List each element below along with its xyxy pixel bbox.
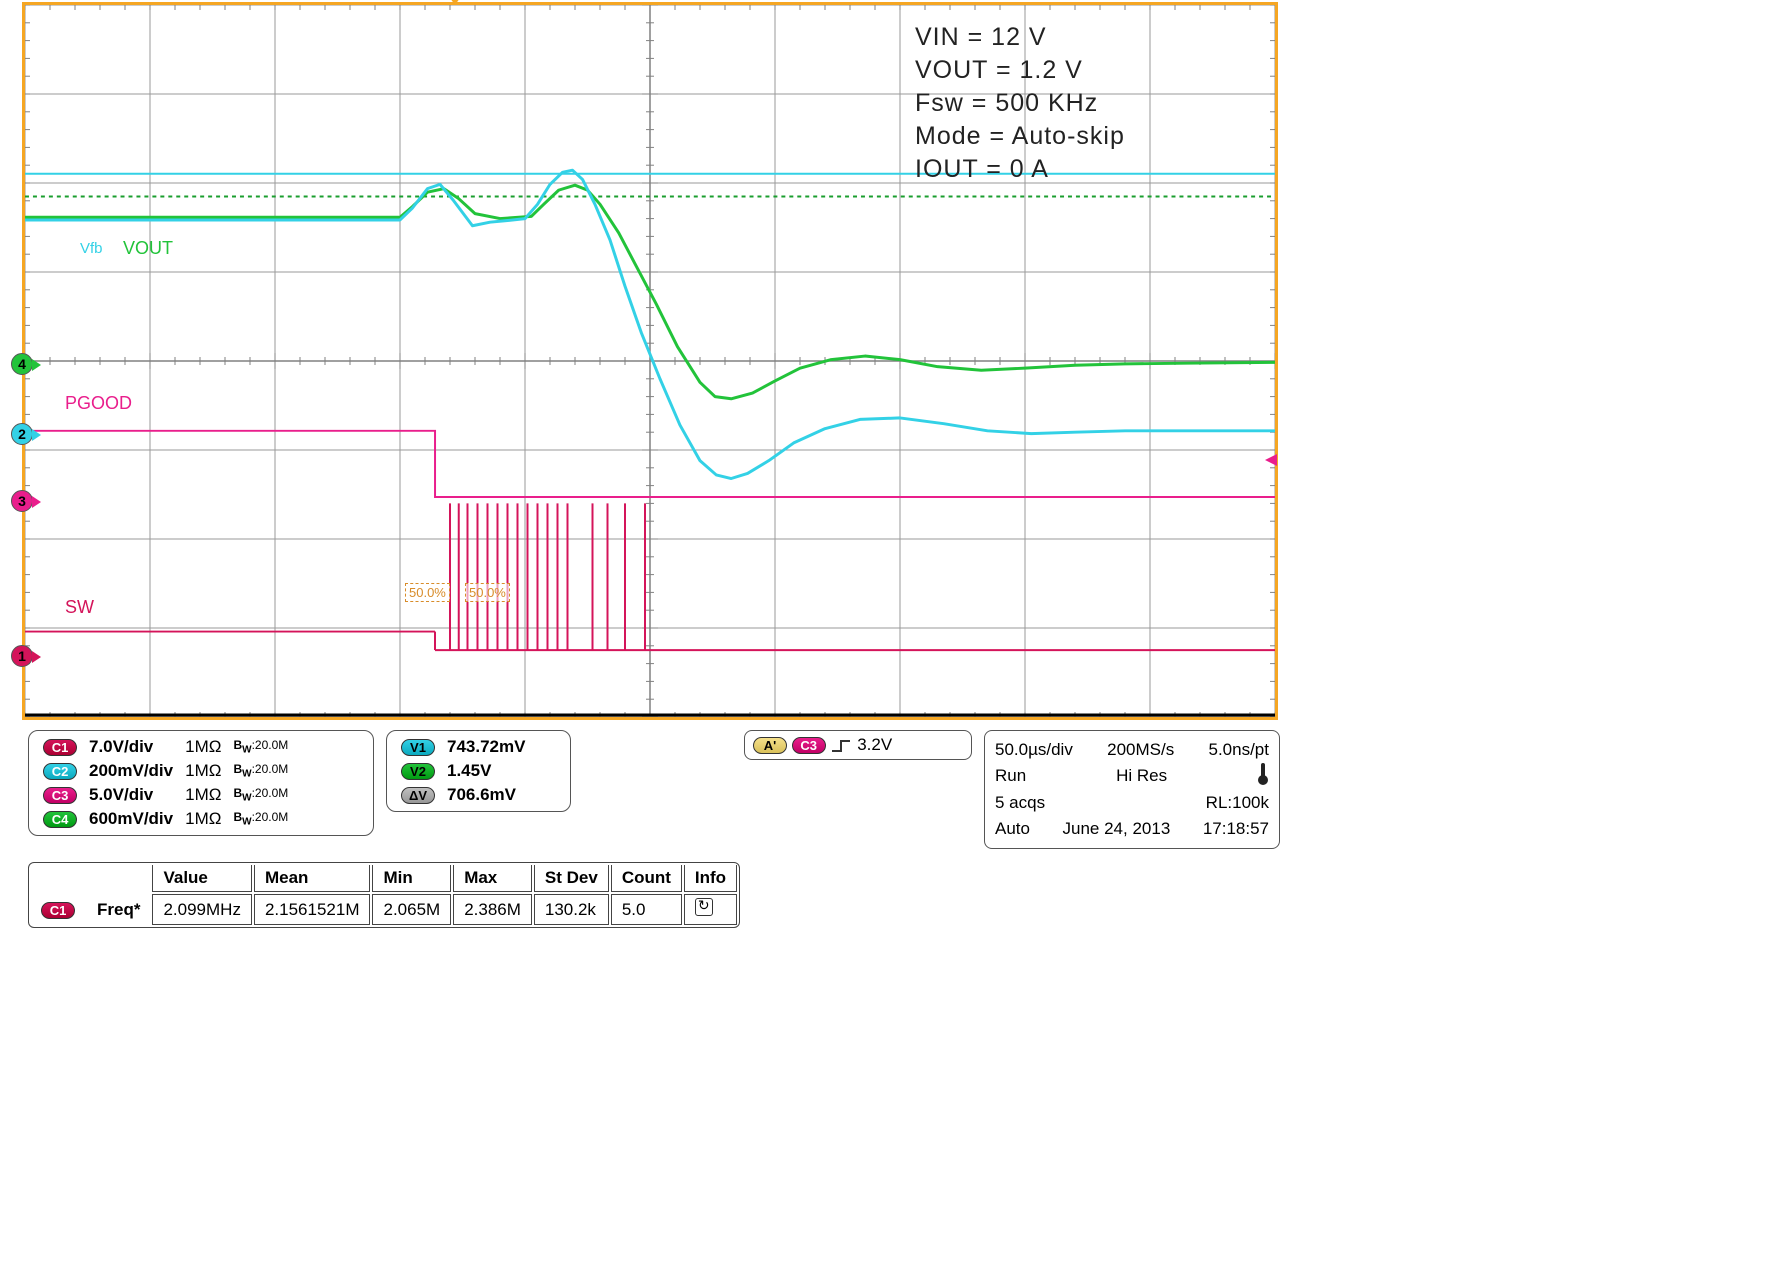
- vfb-trace-label: Vfb: [80, 240, 103, 257]
- channel-settings-table: C1 7.0V/div 1MΩ BW:20.0MC2 200mV/div 1MΩ…: [37, 735, 294, 831]
- channel-pill: C4: [43, 811, 77, 828]
- channel-scale: 5.0V/div: [83, 783, 179, 807]
- meas-header: St Dev: [534, 865, 609, 892]
- meas-header: Min: [372, 865, 451, 892]
- run-state-value: Run: [995, 763, 1026, 789]
- trigger-position-icon: [445, 0, 465, 5]
- trigger-mode-pill: A': [753, 737, 787, 754]
- acq-count-value: 5 acqs: [995, 790, 1045, 816]
- meas-info: [684, 894, 737, 925]
- channel-4-ground-marker: 4: [11, 353, 33, 375]
- meas-header: Max: [453, 865, 532, 892]
- meas-stdev: 130.2k: [534, 894, 609, 925]
- oscilloscope-display: VIN = 12 V VOUT = 1.2 V Fsw = 500 KHz Mode …: [22, 2, 1278, 720]
- channel-bandwidth: BW:20.0M: [227, 759, 294, 783]
- cursor-pill: V2: [401, 763, 435, 780]
- meas-max: 2.386M: [453, 894, 532, 925]
- meas-header: Value: [152, 865, 251, 892]
- meas-header: Count: [611, 865, 682, 892]
- cursor-row: V1 743.72mV: [395, 735, 531, 759]
- date-value: June 24, 2013: [1063, 816, 1171, 842]
- channel-scale: 600mV/div: [83, 807, 179, 831]
- channel-pill: C2: [43, 763, 77, 780]
- info-icon: [695, 898, 713, 916]
- meas-count: 5.0: [611, 894, 682, 925]
- cursor-pill: ΔV: [401, 787, 435, 804]
- cursor-a-label: 50.0%: [405, 583, 450, 602]
- vout-trace-label: VOUT: [123, 238, 173, 259]
- cursor-value: 743.72mV: [441, 735, 531, 759]
- cursor-pill: V1: [401, 739, 435, 756]
- channel-impedance: 1MΩ: [179, 783, 227, 807]
- meas-header: [31, 865, 85, 892]
- pgood-trace-label: PGOOD: [65, 393, 132, 414]
- measurement-panel: ValueMeanMinMaxSt DevCountInfoC1 Freq* 2…: [28, 862, 740, 928]
- acq-mode-value: Hi Res: [1116, 763, 1167, 789]
- channel-impedance: 1MΩ: [179, 759, 227, 783]
- channel-row: C1 7.0V/div 1MΩ BW:20.0M: [37, 735, 294, 759]
- channel-row: C3 5.0V/div 1MΩ BW:20.0M: [37, 783, 294, 807]
- channel-impedance: 1MΩ: [179, 807, 227, 831]
- annotation-line: Mode = Auto-skip: [915, 122, 1125, 151]
- channel-row: C2 200mV/div 1MΩ BW:20.0M: [37, 759, 294, 783]
- measurement-table: ValueMeanMinMaxSt DevCountInfoC1 Freq* 2…: [29, 863, 739, 927]
- meas-source-pill: C1: [41, 902, 75, 919]
- channel-row: C4 600mV/div 1MΩ BW:20.0M: [37, 807, 294, 831]
- channel-bandwidth: BW:20.0M: [227, 783, 294, 807]
- time-resolution-value: 5.0ns/pt: [1209, 737, 1270, 763]
- cursor-row: ΔV 706.6mV: [395, 783, 531, 807]
- annotation-line: IOUT = 0 A: [915, 155, 1049, 184]
- meas-min: 2.065M: [372, 894, 451, 925]
- channel-bandwidth: BW:20.0M: [227, 807, 294, 831]
- channel-1-ground-marker: 1: [11, 645, 33, 667]
- meas-header: Mean: [254, 865, 371, 892]
- cursor-b-label: 50.0%: [465, 583, 510, 602]
- acquisition-panel: 50.0µs/div 200MS/s 5.0ns/pt Run Hi Res 5…: [984, 730, 1280, 849]
- meas-name: Freq*: [87, 894, 150, 925]
- annotation-line: Fsw = 500 KHz: [915, 89, 1098, 118]
- channel-scale: 200mV/div: [83, 759, 179, 783]
- thermometer-icon: [1257, 763, 1269, 785]
- cursor-value: 706.6mV: [441, 783, 531, 807]
- channel-bandwidth: BW:20.0M: [227, 735, 294, 759]
- trigger-level-icon: [1265, 454, 1277, 466]
- meas-header: Info: [684, 865, 737, 892]
- channel-settings-panel: C1 7.0V/div 1MΩ BW:20.0MC2 200mV/div 1MΩ…: [28, 730, 374, 836]
- meas-value: 2.099MHz: [152, 894, 251, 925]
- trigger-panel: A' C3 3.2V: [744, 730, 972, 760]
- trigger-source-pill: C3: [792, 737, 826, 754]
- cursor-readout-panel: V1 743.72mVV2 1.45VΔV 706.6mV: [386, 730, 571, 812]
- channel-pill: C1: [43, 739, 77, 756]
- cursor-value: 1.45V: [441, 759, 531, 783]
- channel-pill: C3: [43, 787, 77, 804]
- falling-edge-icon: [830, 738, 852, 754]
- cursor-row: V2 1.45V: [395, 759, 531, 783]
- cursor-readout-table: V1 743.72mVV2 1.45VΔV 706.6mV: [395, 735, 531, 807]
- meas-mean: 2.1561521M: [254, 894, 371, 925]
- record-length-value: RL:100k: [1206, 790, 1269, 816]
- measurement-row: C1 Freq* 2.099MHz 2.1561521M 2.065M 2.38…: [31, 894, 737, 925]
- channel-impedance: 1MΩ: [179, 735, 227, 759]
- sw-trace-label: SW: [65, 597, 94, 618]
- channel-scale: 7.0V/div: [83, 735, 179, 759]
- time-value: 17:18:57: [1203, 816, 1269, 842]
- trigger-level-value: 3.2V: [857, 735, 892, 754]
- channel-3-ground-marker: 3: [11, 490, 33, 512]
- timebase-value: 50.0µs/div: [995, 737, 1073, 763]
- trigger-mode-value: Auto: [995, 816, 1030, 842]
- annotation-line: VOUT = 1.2 V: [915, 56, 1083, 85]
- sample-rate-value: 200MS/s: [1107, 737, 1174, 763]
- meas-header: [87, 865, 150, 892]
- annotation-line: VIN = 12 V: [915, 23, 1047, 52]
